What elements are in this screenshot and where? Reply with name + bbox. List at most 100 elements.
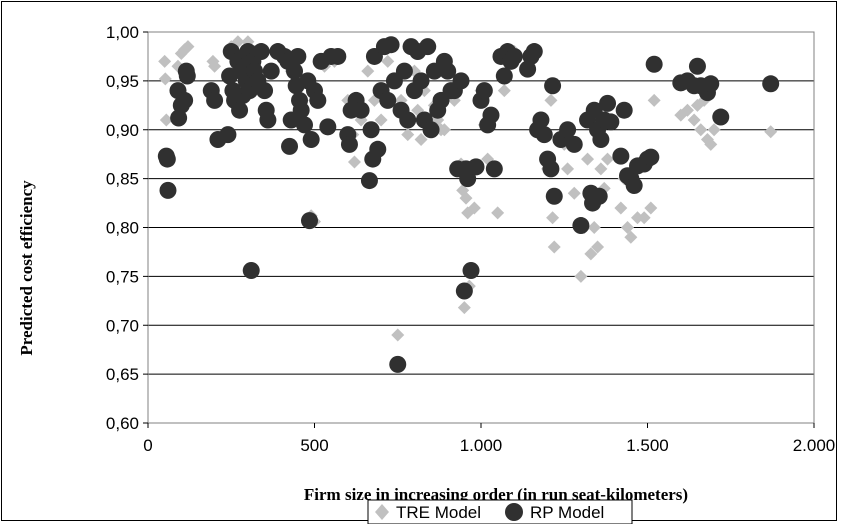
rp-point [259, 111, 277, 129]
tre-point [491, 206, 505, 220]
rp-point [309, 91, 327, 109]
tre-point [687, 113, 701, 127]
legend-tre-marker [375, 504, 389, 520]
tre-point [208, 59, 222, 73]
legend: TRE Model RP Model [367, 499, 633, 524]
rp-point [462, 262, 480, 280]
rp-point [702, 75, 720, 93]
tre-point [181, 40, 195, 54]
y-axis-ticks: 0,60 0,65 0,70 0,75 0,80 0,85 0,90 0,95 1,00 [106, 23, 148, 433]
rp-point [482, 106, 500, 124]
rp-point [382, 36, 400, 54]
rp-point [544, 77, 562, 95]
tre-point [644, 201, 658, 215]
x-tick-label: 1.000 [460, 436, 503, 455]
rp-point [219, 126, 237, 144]
rp-point [256, 82, 274, 100]
tre-point [707, 123, 721, 137]
y-tick-label: 0,90 [106, 121, 139, 140]
rp-point [399, 111, 417, 129]
tre-point [584, 247, 598, 261]
tre-point [467, 201, 481, 215]
tre-point [159, 113, 173, 127]
tre-point [574, 269, 588, 283]
rp-point [590, 187, 608, 205]
tre-point [637, 211, 651, 225]
rp-point [301, 212, 319, 230]
y-tick-label: 0,75 [106, 267, 139, 286]
rp-point [379, 91, 397, 109]
rp-point [467, 158, 485, 176]
rp-point [532, 111, 550, 129]
tre-point [158, 72, 172, 86]
rp-point [542, 160, 560, 178]
tre-point [567, 186, 581, 200]
rp-point [286, 62, 304, 80]
rp-point [231, 101, 249, 119]
rp-point [360, 172, 378, 190]
tre-point [497, 84, 511, 98]
rp-point [439, 62, 457, 80]
rp-point [475, 82, 493, 100]
rp-point [158, 150, 176, 168]
tre-point [631, 211, 645, 225]
rp-point [352, 101, 370, 119]
tre-point [680, 103, 694, 117]
x-tick-label: 2.000 [793, 436, 836, 455]
rp-point [242, 262, 260, 280]
rp-point [572, 217, 590, 235]
rp-point [559, 121, 577, 139]
tre-point [347, 155, 361, 169]
tre-point [544, 93, 558, 107]
rp-point [329, 47, 347, 65]
tre-point [381, 54, 395, 68]
rp-point [159, 181, 177, 199]
rp-point [176, 91, 194, 109]
rp-point [712, 108, 730, 126]
rp-model-series [157, 36, 780, 373]
tre-point [704, 137, 718, 151]
rp-point [592, 131, 610, 149]
legend-rp-label: RP Model [530, 503, 604, 522]
y-tick-label: 1,00 [106, 23, 139, 42]
legend-box [367, 499, 633, 524]
tre-point [601, 152, 615, 166]
rp-point [615, 101, 633, 119]
tre-point [459, 191, 473, 205]
tre-point [374, 113, 388, 127]
y-tick-label: 0,80 [106, 219, 139, 238]
tre-point [764, 125, 778, 139]
rp-point [422, 121, 440, 139]
rp-point [302, 131, 320, 149]
rp-point [319, 118, 337, 136]
tre-point [457, 301, 471, 315]
rp-point [289, 47, 307, 65]
rp-point [495, 67, 513, 85]
tre-point [594, 162, 608, 176]
y-tick-label: 0,70 [106, 316, 139, 335]
tre-point [546, 211, 560, 225]
rp-point [688, 57, 706, 75]
tre-point [437, 123, 451, 137]
rp-point [340, 135, 358, 153]
rp-point [292, 101, 310, 119]
tre-point [587, 221, 601, 234]
rp-point [519, 60, 537, 78]
tre-point [621, 221, 635, 234]
rp-point [412, 72, 430, 90]
legend-tre-label: TRE Model [396, 503, 481, 522]
y-axis-title: Predicted cost efficiency [17, 180, 36, 356]
tre-point [414, 133, 428, 147]
y-tick-label: 0,60 [106, 414, 139, 433]
rp-point [599, 94, 617, 112]
tre-point [391, 328, 405, 342]
rp-point [296, 116, 314, 134]
tre-point [581, 152, 595, 166]
rp-point [535, 126, 553, 144]
rp-point [419, 38, 437, 56]
rp-point [459, 170, 477, 188]
rp-point [389, 355, 407, 373]
tre-point [591, 240, 605, 254]
rp-point [525, 43, 543, 61]
